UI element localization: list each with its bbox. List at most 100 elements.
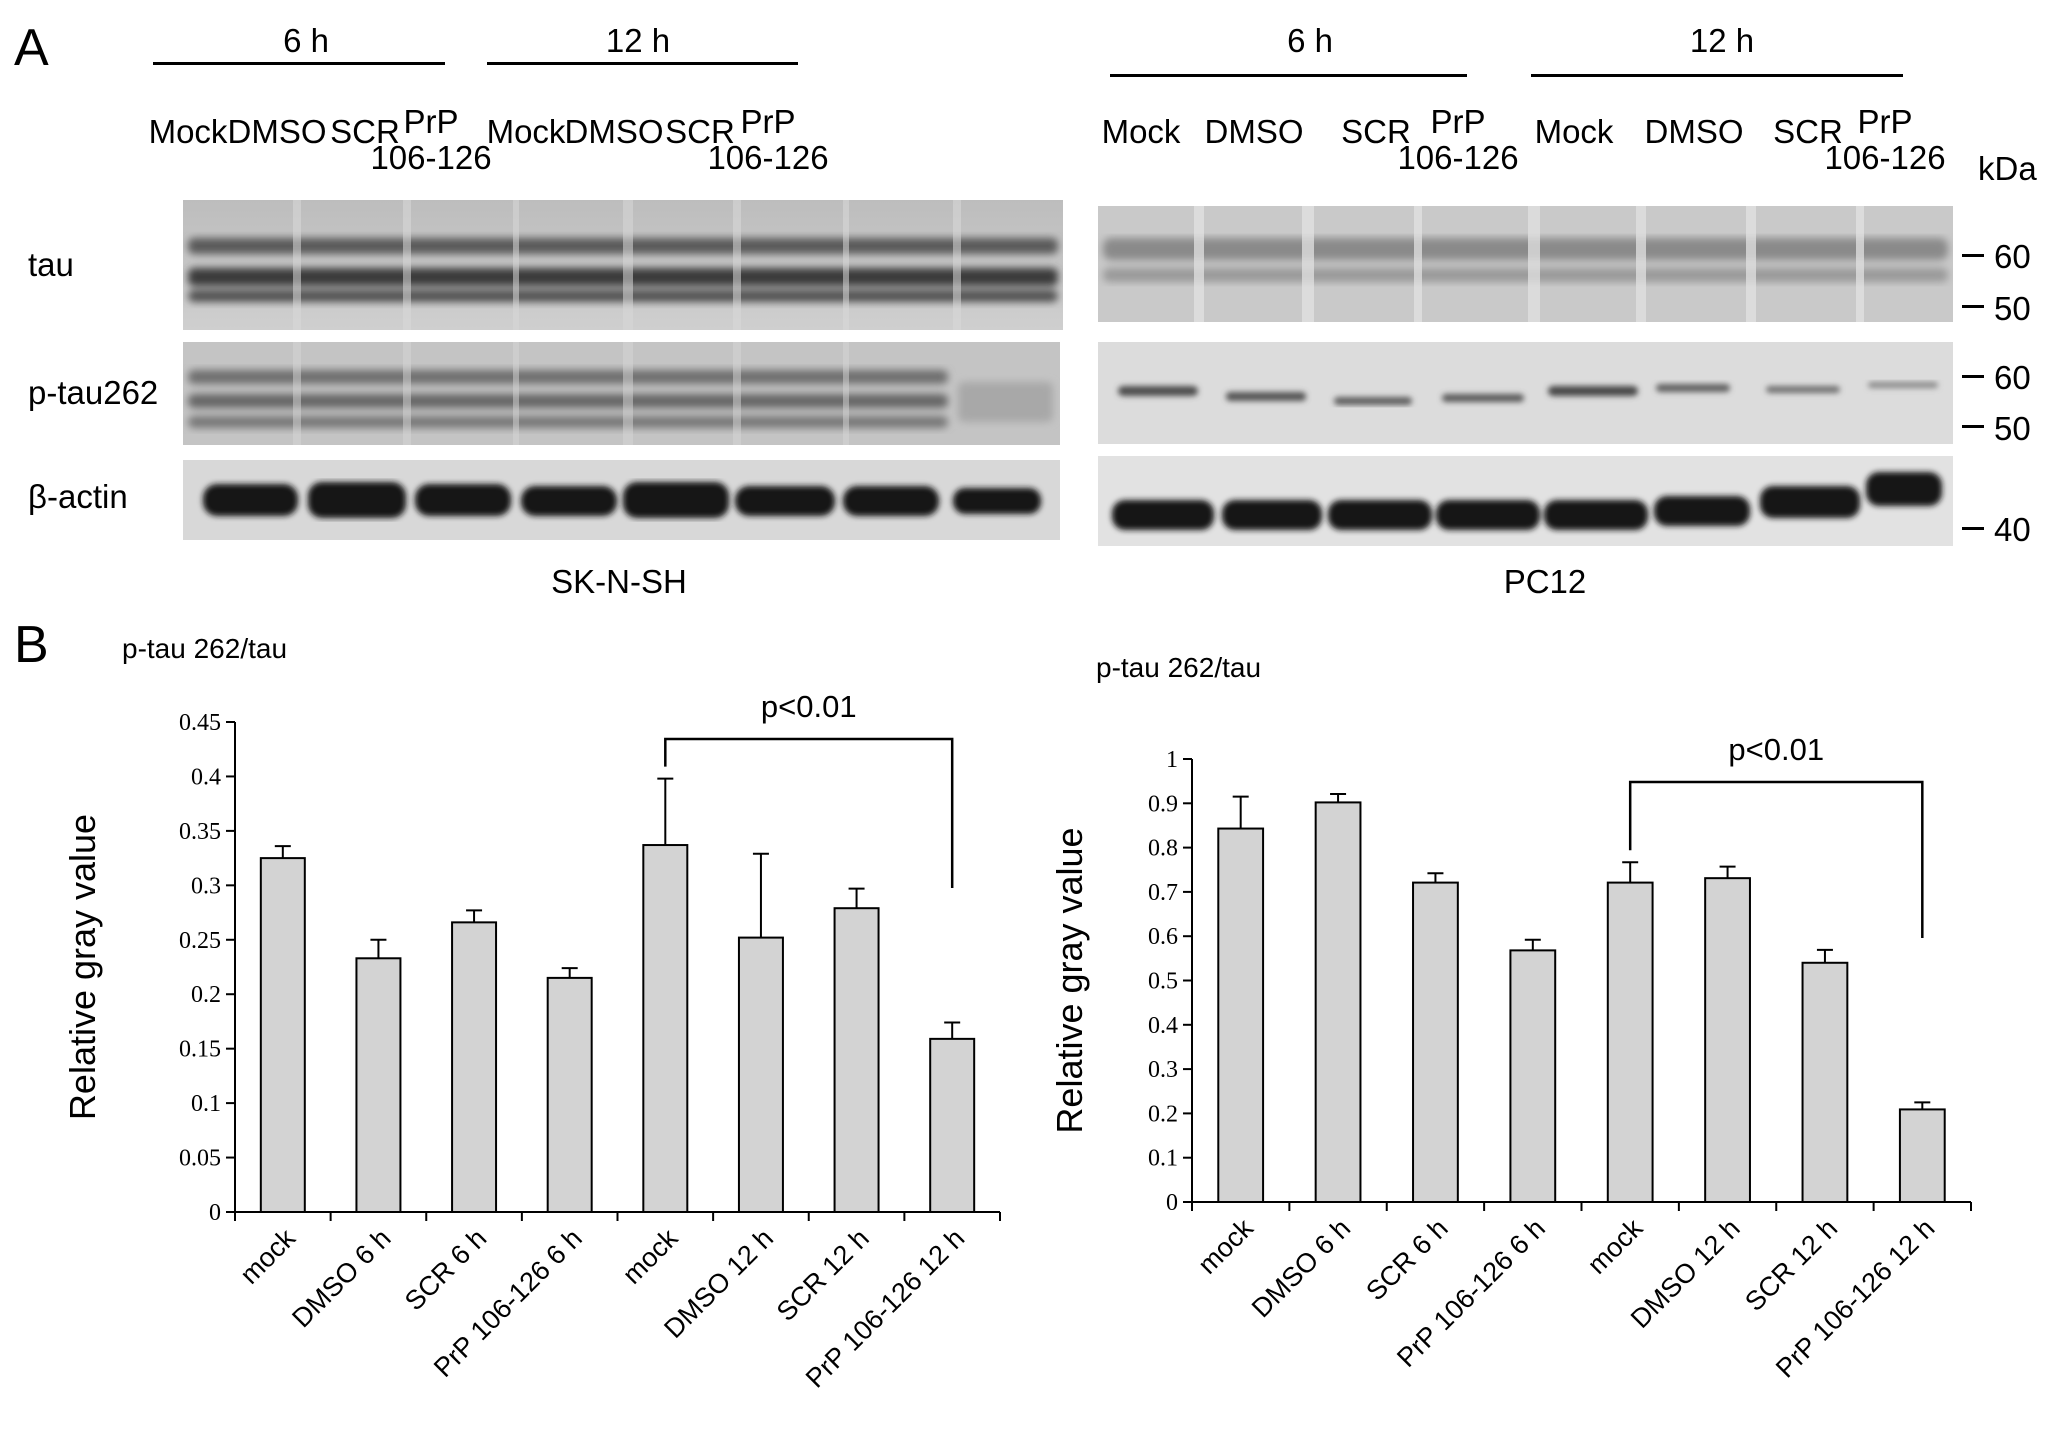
y-tick-label: 0.8 <box>1148 836 1178 862</box>
y-axis-label: Relative gray value <box>1049 827 1090 1133</box>
lane-label: PrP 106-126 <box>1397 103 1519 176</box>
y-tick-label: 1 <box>1166 747 1178 773</box>
y-tick-label: 0.3 <box>191 873 221 899</box>
category-label: PrP 106-126 12 h <box>800 1223 971 1394</box>
chart-title: p-tau 262/tau <box>1096 652 1261 683</box>
y-tick-label: 0.05 <box>179 1146 221 1172</box>
blot-ptau262-sknsh <box>183 342 1060 445</box>
marker-tick <box>1962 375 1984 378</box>
bar <box>642 844 689 1214</box>
blot-ptau262-pc12 <box>1098 342 1953 444</box>
category-label: DMSO 6 h <box>286 1223 396 1333</box>
bar <box>737 936 784 1213</box>
row-label-beta-actin: β-actin <box>28 478 128 515</box>
blot-tau-pc12 <box>1098 206 1953 322</box>
y-tick-label: 0.2 <box>191 982 221 1008</box>
bar <box>355 957 402 1213</box>
right-12h-bracket <box>1531 74 1903 77</box>
lane-label: SCR <box>665 113 735 150</box>
lane-label: PrP 106-126 <box>370 103 492 176</box>
y-tick-label: 0.4 <box>1148 1013 1178 1039</box>
marker-tick <box>1962 527 1984 530</box>
y-axis-label: Relative gray value <box>62 814 103 1120</box>
panel-b-letter: B <box>14 616 49 674</box>
category-label: mock <box>1192 1213 1259 1280</box>
y-tick-label: 0.2 <box>1148 1101 1178 1127</box>
bar <box>1412 881 1459 1203</box>
panel-a-letter: A <box>14 19 49 77</box>
y-tick-label: 0.25 <box>179 928 221 954</box>
category-label: mock <box>234 1223 301 1290</box>
category-label: SCR 12 h <box>1739 1213 1843 1317</box>
left-12h-label: 12 h <box>605 22 671 59</box>
category-label: SCR 12 h <box>771 1223 875 1327</box>
lane-label: PrP 106-126 <box>707 103 829 176</box>
left-6h-bracket <box>153 62 445 65</box>
lane-label: SCR <box>1341 113 1411 150</box>
right-6h-bracket <box>1110 74 1467 77</box>
bar <box>1509 949 1557 1203</box>
lane-label: SCR <box>330 113 400 150</box>
lane-label: Mock <box>486 113 566 150</box>
left-6h-label: 6 h <box>283 22 329 59</box>
marker-label-actin-40: 40 <box>1994 511 2031 548</box>
category-label: mock <box>617 1223 684 1290</box>
category-label: mock <box>1582 1213 1649 1280</box>
y-tick-label: 0.7 <box>1148 880 1178 906</box>
right-12h-label: 12 h <box>1689 22 1755 59</box>
bar <box>833 907 880 1213</box>
chart-sknsh: p-tau 262/tau Relative gray value 0 0.05 0.1… <box>62 633 1001 1394</box>
lane-label: Mock <box>1101 113 1181 150</box>
y-tick-label: 0.45 <box>179 710 221 736</box>
marker-label-ptau-60: 60 <box>1994 359 2031 396</box>
blot-actin-sknsh <box>183 460 1060 540</box>
y-tick-label: 0.3 <box>1148 1057 1178 1083</box>
lane-label: PrP 106-126 <box>1824 103 1946 176</box>
cell-line-sknsh: SK-N-SH <box>551 563 687 600</box>
lane-label: DMSO <box>227 113 327 150</box>
marker-label-tau-50: 50 <box>1994 290 2031 327</box>
chart-pc12: p-tau 262/tau Relative gray value 0 0.1 0.2 0… <box>1049 652 1972 1384</box>
category-label: DMSO 6 h <box>1246 1213 1356 1323</box>
significance-bracket <box>1628 780 1924 938</box>
y-tick-label: 0.15 <box>179 1037 221 1063</box>
bar <box>1314 801 1362 1203</box>
lane-label: DMSO <box>564 113 664 150</box>
cell-line-pc12: PC12 <box>1503 563 1587 600</box>
right-6h-label: 6 h <box>1287 22 1333 59</box>
bar <box>1217 827 1265 1203</box>
blot-actin-pc12 <box>1098 456 1953 546</box>
category-label: SCR 6 h <box>399 1223 492 1316</box>
y-tick-label: 0.1 <box>1148 1146 1178 1172</box>
marker-tick <box>1962 305 1984 308</box>
y-tick-label: 0.35 <box>179 819 221 845</box>
bar <box>259 857 306 1213</box>
y-tick-label: 0.6 <box>1148 924 1178 950</box>
y-tick-label: 0.5 <box>1148 969 1178 995</box>
marker-label-tau-60: 60 <box>1994 238 2031 275</box>
category-label: SCR 6 h <box>1360 1213 1453 1306</box>
y-tick-label: 0.1 <box>191 1091 221 1117</box>
kda-unit-label: kDa <box>1978 150 2037 187</box>
lane-label: SCR <box>1773 113 1843 150</box>
bar <box>1606 881 1654 1203</box>
bar <box>929 1037 976 1213</box>
chart-title: p-tau 262/tau <box>122 633 287 664</box>
y-tick-label: 0 <box>209 1200 221 1226</box>
marker-label-ptau-50: 50 <box>1994 410 2031 447</box>
lane-label: DMSO <box>1644 113 1744 150</box>
bar <box>1801 961 1849 1203</box>
y-tick-label: 0 <box>1166 1190 1178 1216</box>
y-tick-label: 0.9 <box>1148 791 1178 817</box>
bar <box>1704 877 1751 1203</box>
lane-label: Mock <box>148 113 228 150</box>
significance-label: p<0.01 <box>761 689 857 724</box>
row-label-tau: tau <box>28 246 74 283</box>
row-label-ptau262: p-tau262 <box>28 374 159 411</box>
blot-tau-sknsh <box>183 200 1063 330</box>
bar <box>451 921 498 1213</box>
marker-tick <box>1962 425 1984 428</box>
left-12h-bracket <box>487 62 798 65</box>
bar <box>1898 1108 1946 1203</box>
lane-label: DMSO <box>1204 113 1304 150</box>
